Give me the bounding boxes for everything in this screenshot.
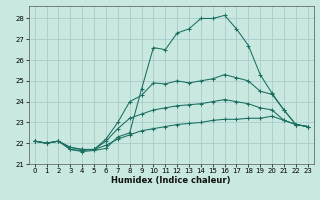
- X-axis label: Humidex (Indice chaleur): Humidex (Indice chaleur): [111, 176, 231, 185]
